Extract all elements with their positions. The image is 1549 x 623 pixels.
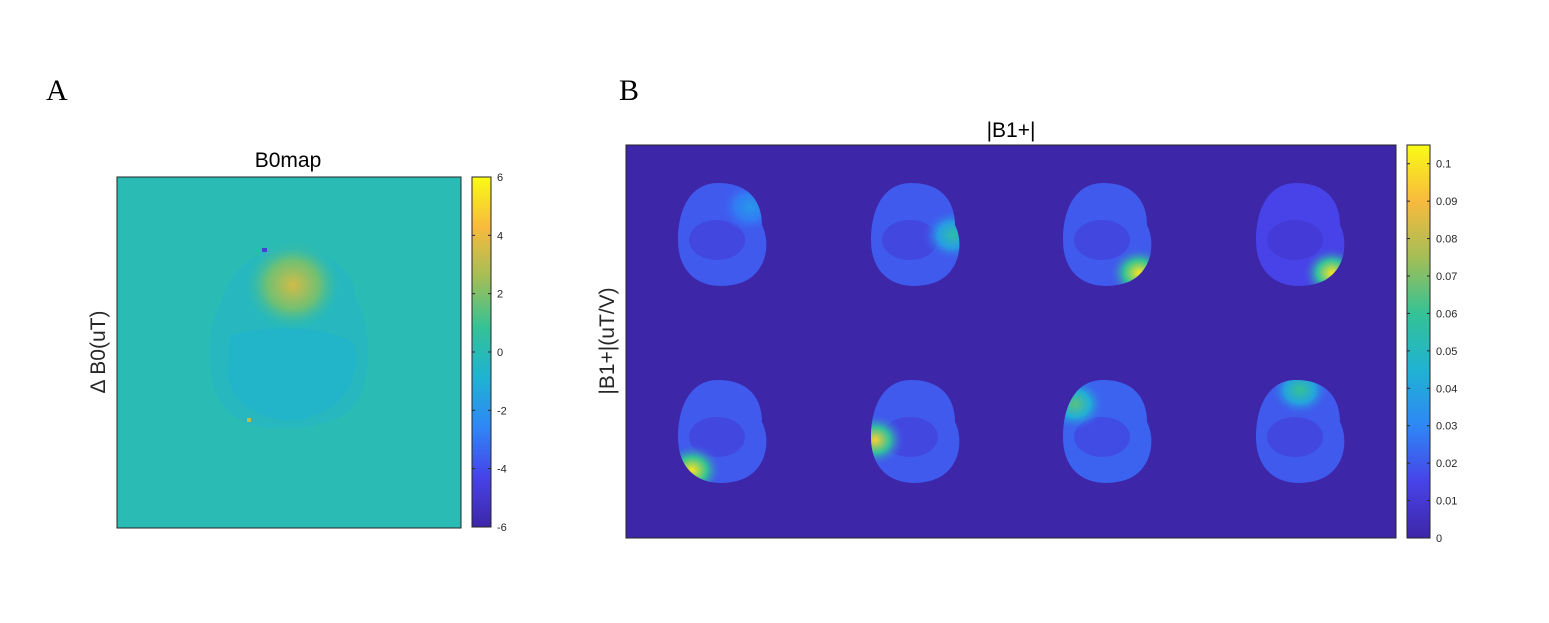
panel-a-colorbar-tick-label: 6 xyxy=(497,172,503,184)
panel-a-colorbar-tick-label: 2 xyxy=(497,289,503,301)
panel-a-colorbar-tick-label: -2 xyxy=(497,405,507,417)
channel-map-5-hotspot xyxy=(678,444,722,483)
channel-map-3-hotspot xyxy=(1109,247,1152,286)
panel-b-axes-frame xyxy=(625,144,1397,539)
channel-map-8-low-region xyxy=(1267,417,1323,457)
panel-b-colorbar-tick-label: 0 xyxy=(1436,533,1442,545)
panel-a-ylabel: Δ B0(uT) xyxy=(87,311,110,394)
panel-a-colorbar-tick-label: -4 xyxy=(497,464,507,476)
panel-a-brain-map xyxy=(209,240,369,429)
panel-a-colorbar-tick-label: 0 xyxy=(497,347,503,359)
panel-a-title: B0map xyxy=(255,149,322,172)
panel-a-frontal-hotspot xyxy=(245,240,341,330)
channel-map-2 xyxy=(871,183,960,286)
panel-b-colorbar-tick-label: 0.05 xyxy=(1436,346,1457,358)
panel-b-colorbar-tick-label: 0.01 xyxy=(1436,496,1457,508)
panel-b-ylabel: |B1+|(uT/V) xyxy=(596,287,619,394)
panel-b-colorbar: 0.1 0.09 0.08 0.07 0.06 0.05 0.04 0.03 0.02 0.01 0 xyxy=(1406,144,1457,545)
panel-a-axes-frame xyxy=(116,176,462,529)
panel-b-colorbar-tick-label: 0.04 xyxy=(1436,383,1457,395)
channel-map-2-hotspot xyxy=(923,209,960,261)
panel-b-title: |B1+| xyxy=(987,119,1036,142)
panel-b-letter: B xyxy=(619,74,639,107)
channel-map-8-hotspot xyxy=(1270,380,1330,416)
channel-map-4-low-region xyxy=(1267,220,1323,260)
panel-a-colorbar: 6 4 2 0 -2 -4 -6 xyxy=(471,172,507,534)
panel-a-artifact-pixel xyxy=(262,248,267,252)
channel-map-7 xyxy=(1063,380,1152,483)
panel-b-colorbar-tick-label: 0.08 xyxy=(1436,234,1457,246)
channel-map-3 xyxy=(1063,183,1152,286)
channel-map-7-hotspot xyxy=(1063,380,1105,430)
channel-map-5 xyxy=(678,380,767,483)
panel-b-colorbar-tick-label: 0.09 xyxy=(1436,196,1457,208)
panel-a-colorbar-tick-label: -6 xyxy=(497,522,507,534)
panel-b-colorbar-gradient xyxy=(1407,145,1430,538)
channel-map-6-hotspot xyxy=(871,414,905,466)
channel-map-4-hotspot xyxy=(1302,247,1345,286)
panel-a-colorbar-tick-label: 4 xyxy=(497,230,503,242)
panel-a-artifact-pixel xyxy=(247,418,251,422)
panel-a-colorbar-gradient xyxy=(472,177,491,527)
panel-a-heatmap xyxy=(116,176,462,529)
panel-b-colorbar-tick-label: 0.07 xyxy=(1436,271,1457,283)
channel-map-6 xyxy=(871,380,960,483)
panel-b-colorbar-frame xyxy=(1406,144,1431,539)
panel-b-colorbar-tick-label: 0.02 xyxy=(1436,458,1457,470)
panel-b-heatmap xyxy=(625,144,1397,539)
panel-b-colorbar-tick-label: 0.03 xyxy=(1436,421,1457,433)
channel-map-4 xyxy=(1256,183,1345,286)
panel-a-letter: A xyxy=(46,74,68,107)
panel-a-brain-lower-region xyxy=(228,328,356,421)
panel-b-colorbar-tick-label: 0.1 xyxy=(1436,159,1451,171)
channel-map-8 xyxy=(1256,380,1345,483)
panel-b-colorbar-tick-label: 0.06 xyxy=(1436,308,1457,320)
channel-map-3-low-region xyxy=(1074,220,1130,260)
channel-map-1-low-region xyxy=(689,220,745,260)
